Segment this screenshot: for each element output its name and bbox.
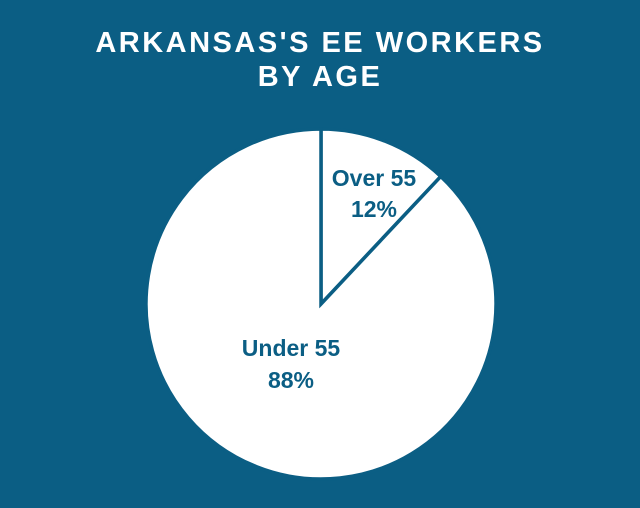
pie-slice-under-55 bbox=[144, 127, 498, 481]
pie-slices bbox=[144, 127, 498, 481]
slice-label-under-55: Under 55 bbox=[242, 335, 341, 361]
slice-value-over-55: 12% bbox=[351, 196, 397, 222]
chart-title-line-2: BY AGE bbox=[257, 61, 383, 93]
slice-label-over-55: Over 55 bbox=[332, 165, 417, 191]
slice-value-under-55: 88% bbox=[268, 367, 314, 393]
chart-title: ARKANSAS'S EE WORKERS BY AGE bbox=[0, 26, 640, 94]
chart-title-line-1: ARKANSAS'S EE WORKERS bbox=[95, 27, 545, 59]
pie-slice-over-55 bbox=[319, 127, 444, 309]
pie-labels: Over 55 12% Under 55 88% bbox=[242, 165, 417, 393]
